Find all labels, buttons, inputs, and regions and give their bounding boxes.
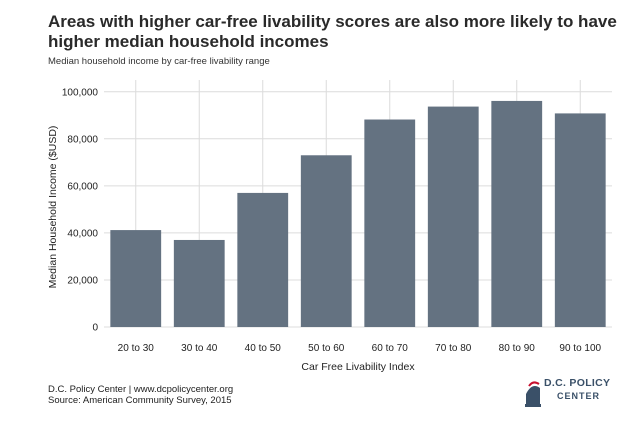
y-tick-label: 40,000 (67, 228, 98, 239)
bar-50-to-60 (300, 155, 352, 327)
footer-source: Source: American Community Survey, 2015 (48, 395, 232, 406)
x-tick-label: 30 to 40 (181, 343, 218, 354)
bar-70-to-80 (427, 106, 479, 327)
y-tick-label: 100,000 (62, 87, 99, 98)
bar-80-to-90 (491, 100, 543, 327)
y-tick-label: 0 (92, 323, 98, 334)
bar-40-to-50 (237, 192, 289, 327)
bar-60-to-70 (364, 119, 416, 328)
chart-subtitle: Median household income by car-free liva… (48, 56, 270, 67)
y-axis-title: Median Household Income ($USD) (47, 126, 59, 289)
dc-policy-center-logo: D.C. POLICY CENTER (522, 374, 622, 410)
logo-title: D.C. POLICY (544, 377, 611, 389)
y-tick-label: 20,000 (67, 275, 98, 286)
bar-30-to-40 (173, 239, 225, 327)
x-tick-label: 80 to 90 (499, 343, 536, 354)
x-tick-label: 90 to 100 (559, 343, 601, 354)
x-tick-label: 70 to 80 (435, 343, 472, 354)
x-tick-label: 60 to 70 (372, 343, 409, 354)
x-tick-label: 20 to 30 (118, 343, 155, 354)
footer: D.C. Policy Center | www.dcpolicycenter.… (48, 384, 233, 406)
capitol-dome-icon (525, 381, 541, 407)
x-axis-title: Car Free Livability Index (301, 361, 415, 373)
x-tick-label: 50 to 60 (308, 343, 345, 354)
axis-layer: 0 20,000 40,000 60,000 80,000 100,000 20 to 30… (62, 87, 602, 354)
y-tick-label: 60,000 (67, 181, 98, 192)
bar-20-to-30 (110, 230, 162, 327)
bar-90-to-100 (554, 113, 606, 327)
bar-layer (110, 100, 606, 328)
y-tick-label: 80,000 (67, 134, 98, 145)
logo-subtitle: CENTER (557, 391, 601, 401)
footer-credit: D.C. Policy Center | www.dcpolicycenter.… (48, 384, 234, 395)
x-tick-label: 40 to 50 (245, 343, 282, 354)
chart-title: Areas with higher car-free livability sc… (48, 12, 617, 51)
